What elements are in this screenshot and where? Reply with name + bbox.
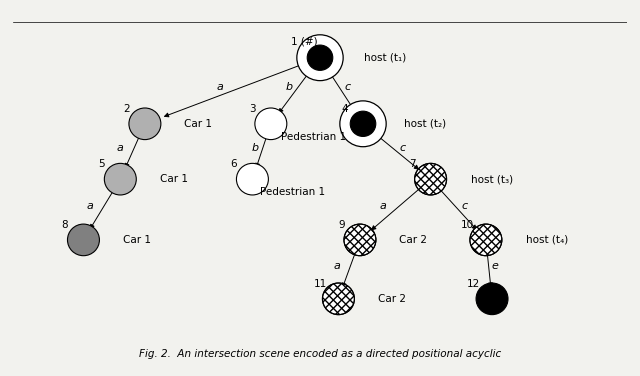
Text: 2: 2 — [123, 104, 130, 114]
Ellipse shape — [236, 163, 268, 195]
Text: 7: 7 — [409, 159, 415, 169]
Ellipse shape — [323, 283, 355, 315]
Text: a: a — [117, 143, 124, 153]
Ellipse shape — [470, 224, 502, 256]
Text: b: b — [285, 82, 293, 92]
Text: a: a — [380, 201, 387, 211]
Text: host (t₄): host (t₄) — [527, 235, 569, 245]
Text: a: a — [217, 82, 223, 92]
Text: Car 1: Car 1 — [159, 174, 188, 184]
Text: b: b — [252, 143, 259, 153]
Text: c: c — [400, 143, 406, 153]
Text: a: a — [86, 201, 93, 211]
Text: Car 1: Car 1 — [184, 119, 212, 129]
Ellipse shape — [415, 163, 447, 195]
Text: Car 2: Car 2 — [378, 294, 406, 304]
Ellipse shape — [476, 283, 508, 315]
Ellipse shape — [67, 224, 99, 256]
Text: 1 (#): 1 (#) — [291, 37, 318, 47]
Text: 11: 11 — [314, 279, 326, 289]
Text: 3: 3 — [249, 104, 256, 114]
Text: Fig. 2.  An intersection scene encoded as a directed positional acyclic: Fig. 2. An intersection scene encoded as… — [139, 349, 501, 359]
Text: Car 2: Car 2 — [399, 235, 428, 245]
Text: host (t₃): host (t₃) — [471, 174, 513, 184]
Text: e: e — [492, 261, 499, 271]
Text: 12: 12 — [467, 279, 480, 289]
Ellipse shape — [307, 45, 333, 70]
Ellipse shape — [255, 108, 287, 139]
Text: 9: 9 — [338, 220, 345, 230]
Text: 5: 5 — [99, 159, 105, 169]
Text: host (t₂): host (t₂) — [404, 119, 445, 129]
Ellipse shape — [104, 163, 136, 195]
Text: 8: 8 — [61, 220, 68, 230]
Ellipse shape — [340, 101, 386, 147]
Ellipse shape — [129, 108, 161, 139]
Text: Pedestrian 1: Pedestrian 1 — [282, 132, 346, 142]
Text: c: c — [461, 201, 467, 211]
Ellipse shape — [350, 111, 376, 136]
Text: 6: 6 — [230, 159, 237, 169]
Text: a: a — [333, 261, 340, 271]
Text: 4: 4 — [341, 104, 348, 114]
Text: host (t₁): host (t₁) — [364, 53, 406, 63]
Text: Pedestrian 1: Pedestrian 1 — [260, 187, 325, 197]
Ellipse shape — [344, 224, 376, 256]
Text: c: c — [344, 82, 351, 92]
Text: 10: 10 — [461, 220, 474, 230]
Text: Car 1: Car 1 — [123, 235, 151, 245]
Ellipse shape — [297, 35, 343, 80]
